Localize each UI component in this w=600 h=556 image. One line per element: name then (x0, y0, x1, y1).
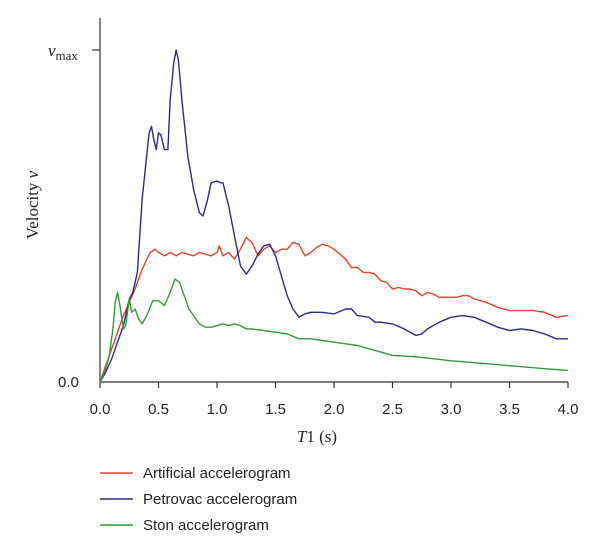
y-max-var: v (48, 41, 56, 60)
y-axis-title-var: v (23, 170, 42, 178)
x-tick-label: 0.5 (148, 401, 169, 418)
x-axis-title-rest: 1 (s) (306, 427, 337, 446)
y-tick-label-zero: 0.0 (58, 374, 79, 391)
x-axis-title: T1 (s) (297, 427, 337, 446)
legend: Artificial accelerogram Petrovac accelero… (100, 465, 297, 534)
legend-label: Ston accelerogram (143, 517, 269, 534)
x-tick-label: 2.0 (324, 401, 345, 418)
x-ticks: 0.0 0.5 1.0 1.5 2.0 2.5 3.0 3.5 4.0 (90, 382, 579, 418)
x-tick-label: 3.0 (441, 401, 462, 418)
series-layer (99, 49, 569, 383)
y-axis-title: Velocity v (23, 170, 42, 239)
y-max-sub: max (56, 48, 79, 63)
x-tick-label: 1.5 (265, 401, 286, 418)
x-tick-label: 0.0 (90, 401, 111, 418)
x-tick-label: 2.5 (382, 401, 403, 418)
legend-label: Artificial accelerogram (143, 465, 291, 482)
x-tick-label: 1.0 (207, 401, 228, 418)
x-tick-label: 3.5 (499, 401, 520, 418)
y-tick-label-max: vmax (48, 41, 78, 63)
series-line-3 (99, 278, 569, 383)
x-tick-label: 4.0 (558, 401, 579, 418)
y-axis-title-text: Velocity (23, 178, 42, 239)
x-axis-title-var: T (297, 427, 308, 446)
series-line-2 (99, 49, 568, 383)
legend-label: Petrovac accelerogram (143, 491, 297, 508)
series-line-1 (99, 236, 569, 383)
